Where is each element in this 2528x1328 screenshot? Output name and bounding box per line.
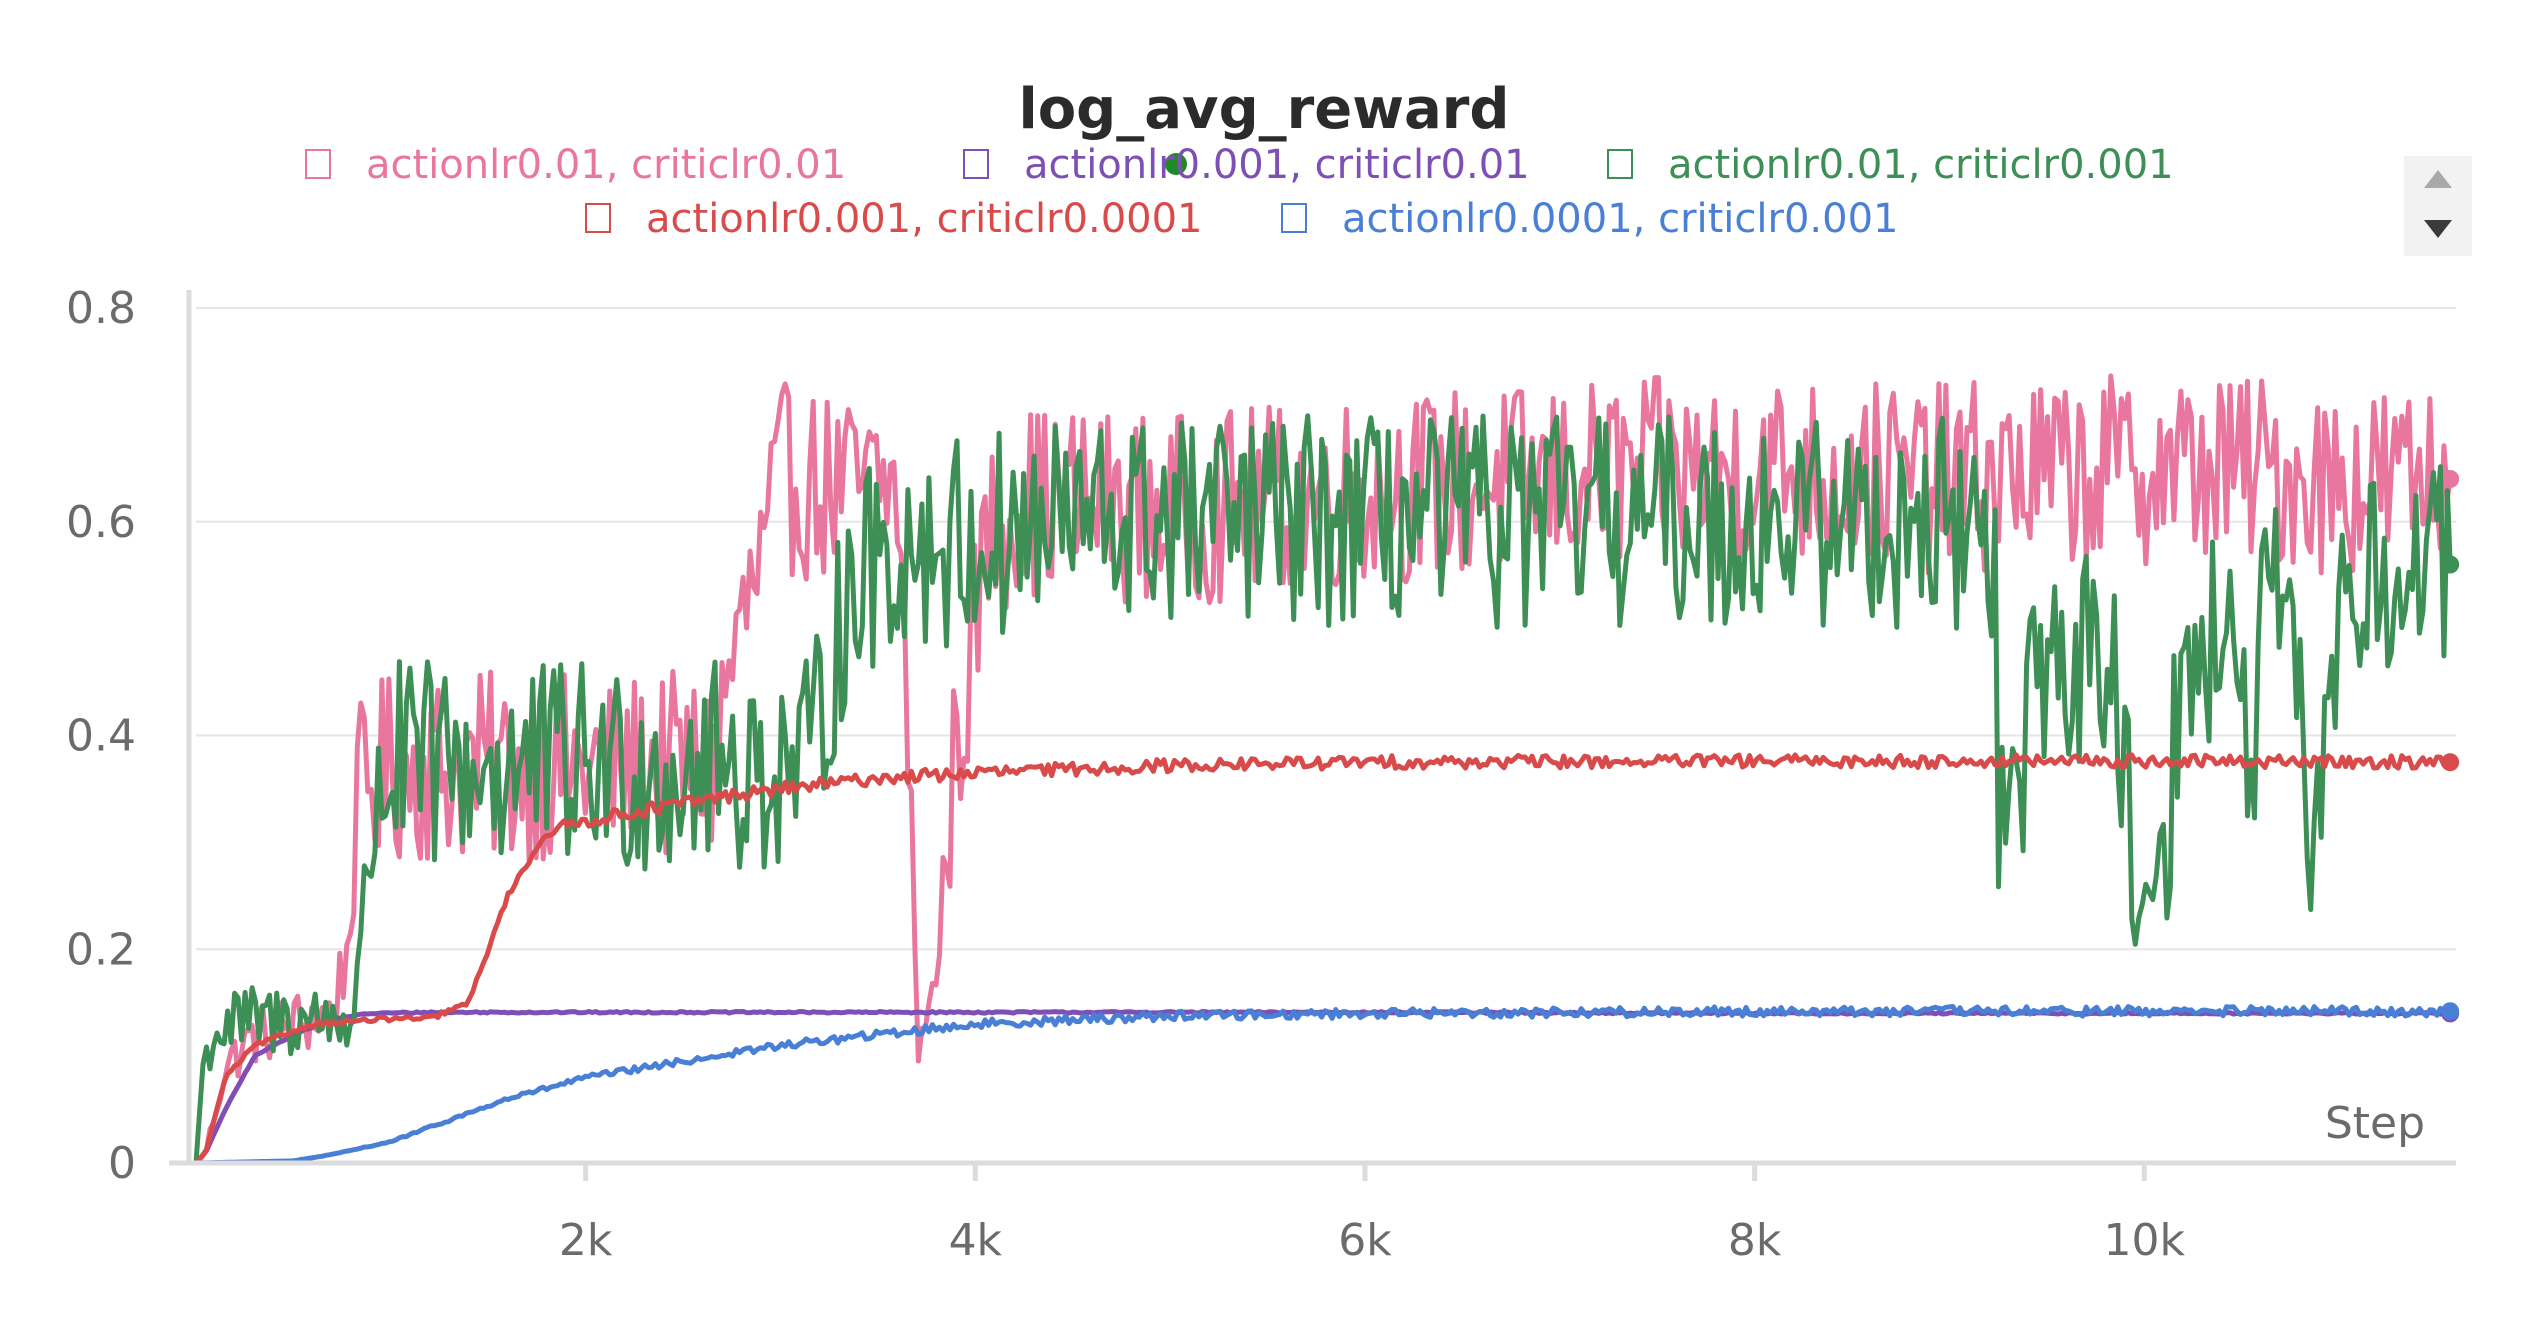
legend-scroll-up-icon[interactable] [2424,170,2452,188]
legend-swatch [305,149,331,179]
legend-label: actionlr0.0001, criticlr0.001 [1342,196,1898,242]
y-tick-label: 0.2 [66,924,136,975]
legend-item[interactable]: actionlr0.001, criticlr0.0001 [585,196,1202,242]
axes [169,290,2456,1166]
x-tick-label: 2k [559,1215,613,1266]
x-tick-label: 4k [949,1215,1003,1266]
x-tick-label: 6k [1338,1215,1392,1266]
legend-item[interactable]: actionlr0.01, criticlr0.001 [1607,142,2174,188]
y-tick-label: 0.8 [66,283,136,334]
series-end-point [2441,1002,2460,1021]
legend: actionlr0.01, criticlr0.01 actionlr0.001… [305,142,2472,256]
y-tick-label: 0.4 [66,711,136,762]
legend-item[interactable]: actionlr0.001, criticlr0.01 [963,142,1530,188]
plot-area: 0 0.2 0.4 0.6 0.8 2k 4k 6k 8k 10k Step [66,283,2460,1266]
legend-label: actionlr0.001, criticlr0.01 [1024,142,1530,188]
series-end-point [2441,753,2460,772]
legend-swatch [1607,149,1633,179]
legend-scroll-down-icon[interactable] [2424,220,2452,238]
legend-label: actionlr0.01, criticlr0.001 [1668,142,2174,188]
series-line[interactable] [193,752,2453,1166]
series-line[interactable] [193,1004,2453,1166]
ticks: 0 0.2 0.4 0.6 0.8 2k 4k 6k 8k 10k [66,283,2186,1266]
series-line[interactable] [193,1009,2453,1166]
legend-label: actionlr0.01, criticlr0.01 [366,142,846,188]
chart-title: log_avg_reward [1019,77,1510,142]
series-layer [193,373,2460,1166]
legend-item[interactable]: actionlr0.01, criticlr0.01 [305,142,1187,188]
legend-swatch [1281,203,1307,233]
series-end-point [2441,470,2460,488]
y-tick-label: 0.6 [66,497,136,548]
x-axis-title: Step [2325,1098,2425,1149]
y-tick-label: 0 [108,1138,136,1189]
legend-scroll-control[interactable] [2404,156,2472,256]
x-tick-label: 10k [2104,1215,2186,1266]
x-tick-label: 8k [1728,1215,1782,1266]
legend-status-dot [1165,153,1187,175]
series-line[interactable] [193,413,2453,1166]
series-end-point [2441,555,2460,574]
legend-item[interactable]: actionlr0.0001, criticlr0.001 [1281,196,1898,242]
legend-swatch [585,203,611,233]
legend-label: actionlr0.001, criticlr0.0001 [646,196,1202,242]
legend-swatch [963,149,989,179]
